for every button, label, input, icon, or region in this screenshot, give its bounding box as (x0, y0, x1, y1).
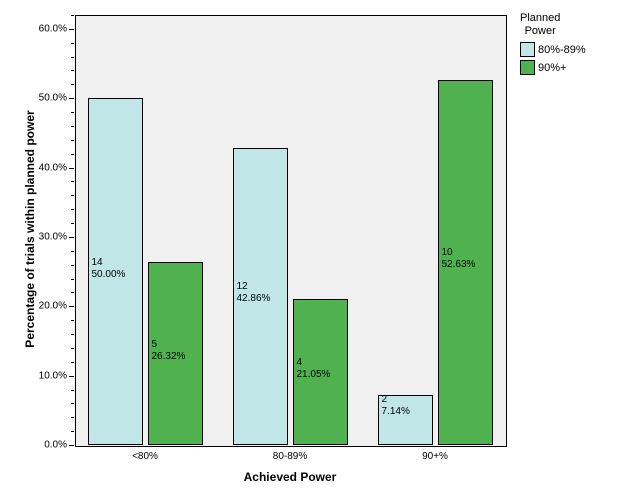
x-tick-label: 90+% (422, 451, 448, 462)
y-tick (69, 445, 74, 446)
legend-label: 90%+ (538, 62, 566, 74)
y-tick (69, 376, 74, 377)
y-tick-label: 30.0% (33, 231, 67, 242)
x-axis-title: Achieved Power (75, 470, 505, 484)
bar-label: 421.05% (297, 357, 331, 381)
chart-container: Percentage of trials within planned powe… (0, 0, 625, 500)
y-tick (69, 237, 74, 238)
y-tick-label: 50.0% (33, 93, 67, 104)
y-axis-title: Percentage of trials within planned powe… (23, 84, 37, 374)
legend-title: Planned Power (520, 12, 560, 38)
x-tick-label: <80% (132, 451, 158, 462)
legend-swatch (520, 60, 535, 75)
bar-label: 1242.86% (237, 281, 271, 305)
y-tick (69, 29, 74, 30)
y-tick (69, 98, 74, 99)
y-tick-label: 60.0% (33, 23, 67, 34)
bar-label: 1052.63% (442, 247, 476, 271)
x-tick-label: 80-89% (273, 451, 307, 462)
bar-label: 526.32% (152, 339, 186, 363)
y-tick-label: 20.0% (33, 301, 67, 312)
y-tick-label: 0.0% (33, 440, 67, 451)
legend-swatch (520, 42, 535, 57)
legend-label: 80%-89% (538, 44, 586, 56)
y-tick (69, 306, 74, 307)
bar-label: 1450.00% (92, 257, 126, 281)
legend-item: 90%+ (520, 60, 566, 75)
bar-label: 27.14% (382, 394, 410, 418)
y-tick-label: 10.0% (33, 370, 67, 381)
y-tick-label: 40.0% (33, 162, 67, 173)
y-tick (69, 168, 74, 169)
legend-item: 80%-89% (520, 42, 586, 57)
